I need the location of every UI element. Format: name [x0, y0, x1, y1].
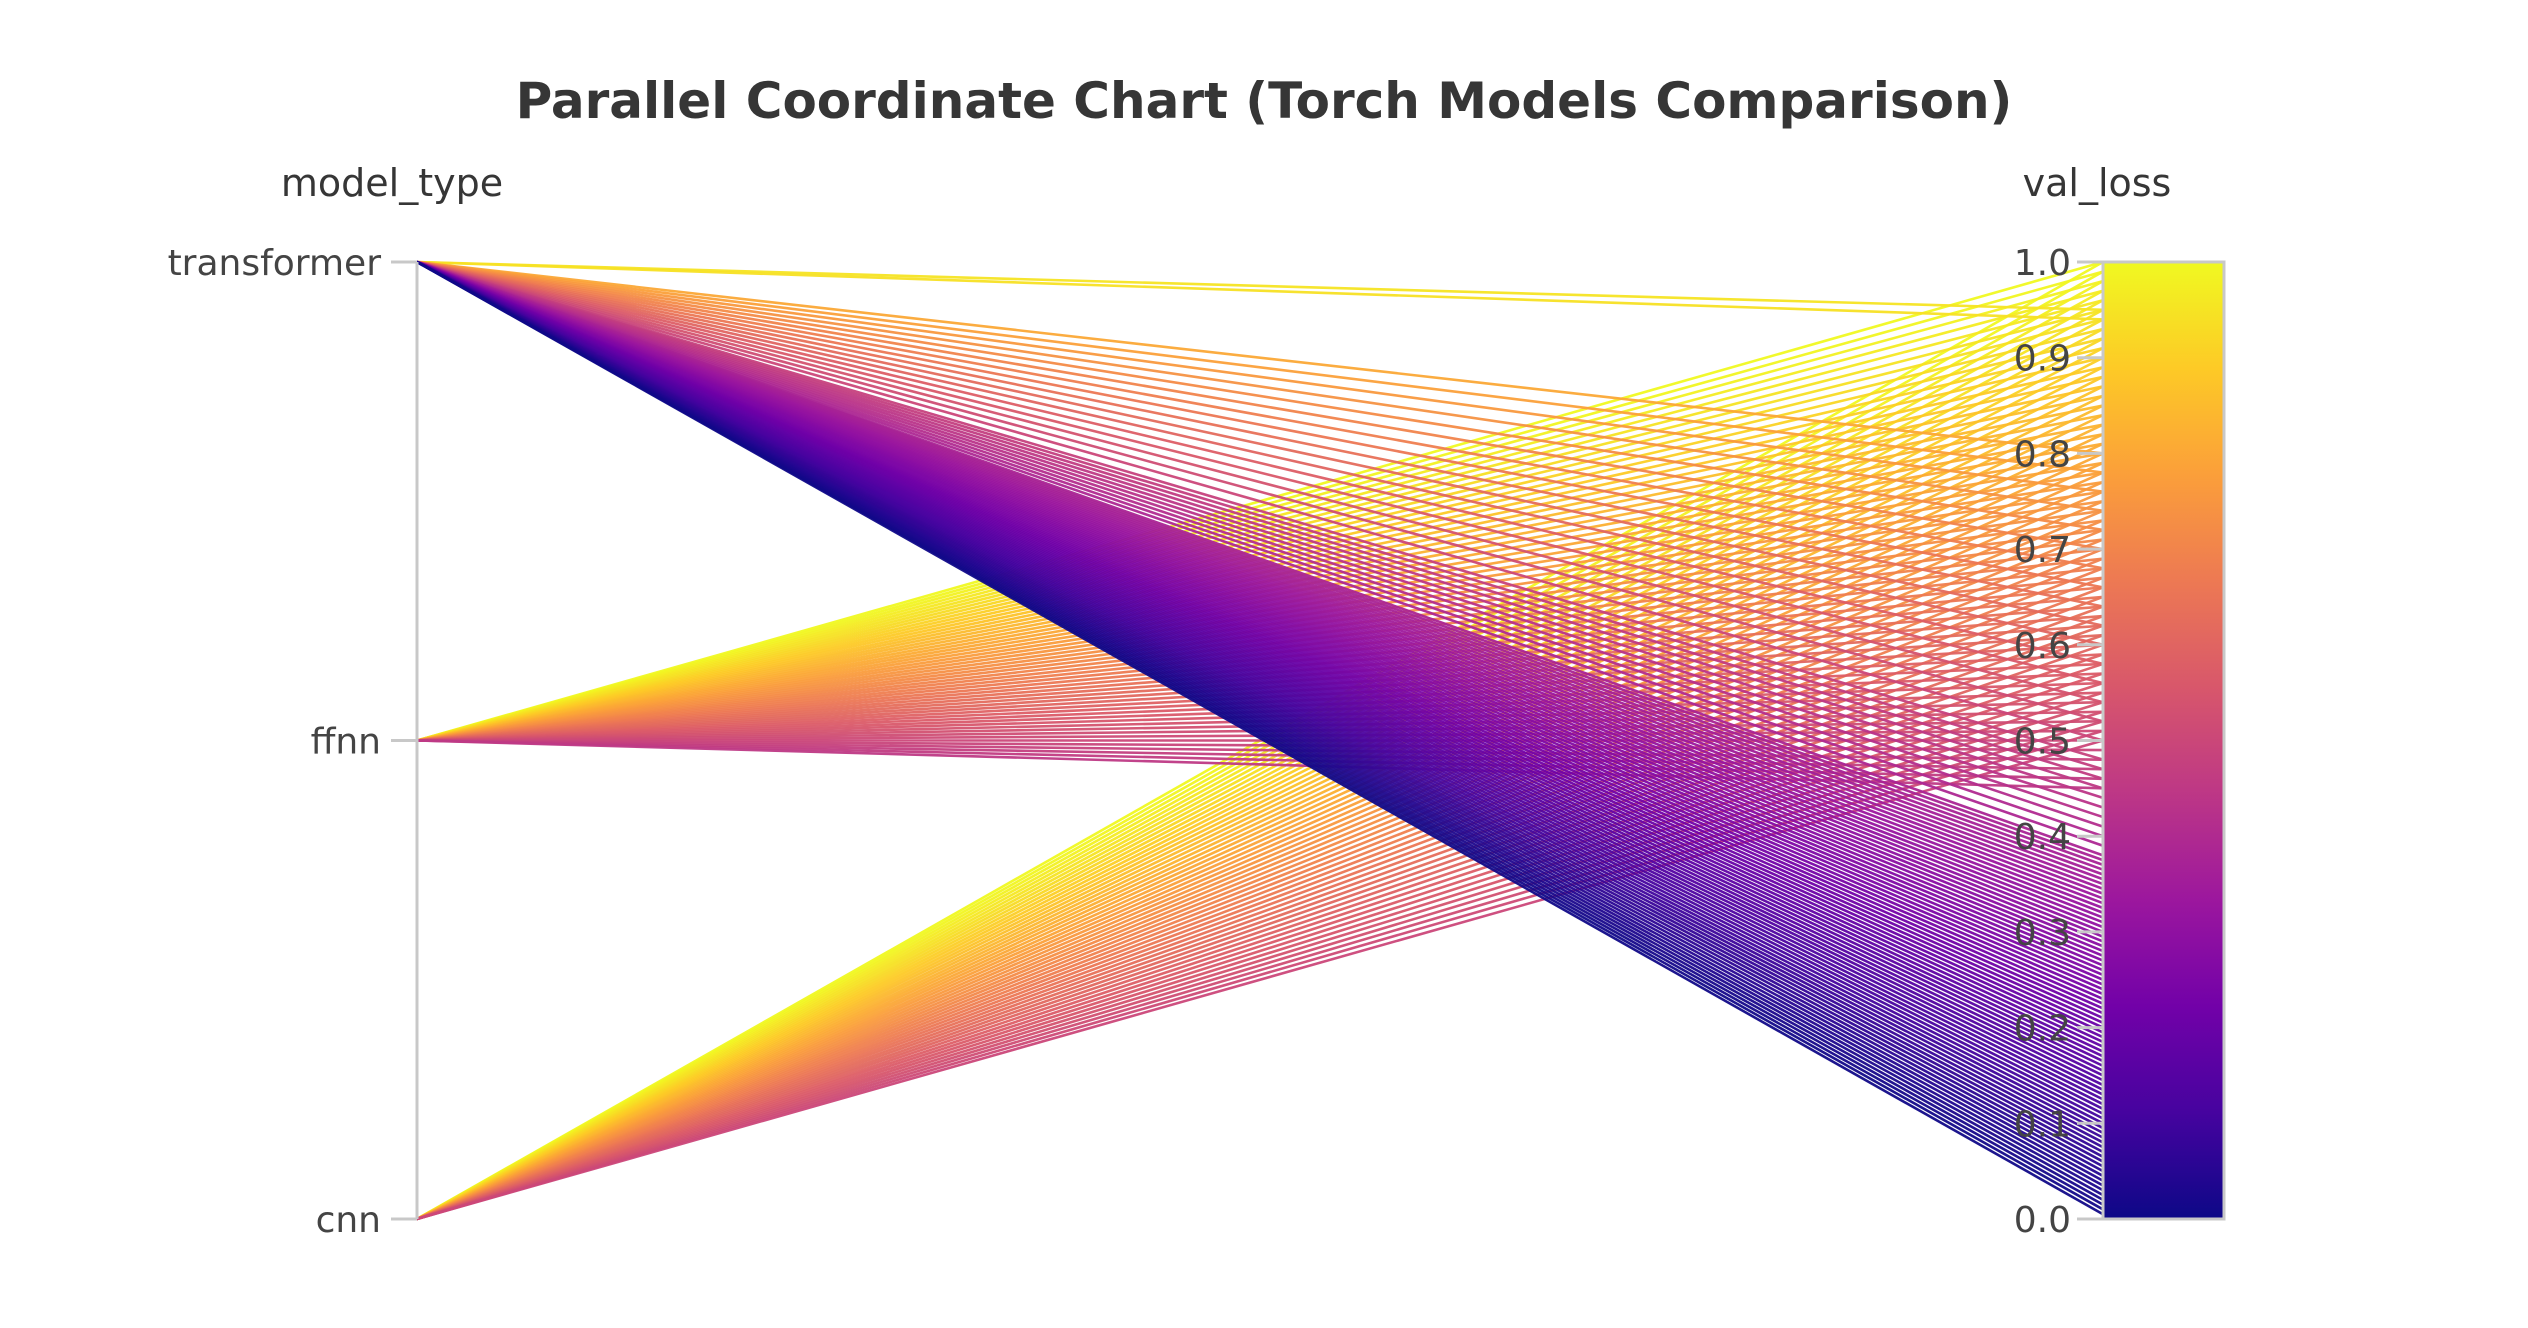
- data-line-transformer: [416, 260, 2104, 551]
- data-line-transformer: [416, 260, 2104, 819]
- val-loss-tick-label: 0.1: [2014, 1104, 2071, 1145]
- data-line-transformer: [416, 260, 2104, 761]
- data-line-transformer: [416, 260, 2104, 312]
- data-line-transformer: [416, 260, 2104, 723]
- data-line-transformer: [416, 260, 2104, 589]
- val-loss-tick-label: 0.0: [2014, 1200, 2071, 1241]
- val-loss-tick-label: 1.0: [2014, 243, 2071, 284]
- data-line-ffnn: [416, 270, 2104, 742]
- data-line-transformer: [416, 260, 2104, 513]
- data-line-transformer: [416, 260, 2104, 800]
- data-line-transformer: [416, 260, 2104, 704]
- val-loss-ticks: 1.0 0.9 0.8 0.7 0.6 0.5 0.4 0.3 0.2 0.1 0.0: [2014, 243, 2103, 1241]
- val-loss-tick-label: 0.7: [2014, 530, 2071, 571]
- data-line-transformer: [416, 260, 2104, 532]
- data-line-transformer: [416, 260, 2104, 790]
- data-line-transformer: [416, 260, 2104, 455]
- val-loss-axis[interactable]: val_loss 1.0 0.9 0.8 0.7 0.6 0.5 0.4 0.3 0.2 0.1 0…: [2014, 161, 2226, 1241]
- data-line-transformer: [416, 260, 2104, 321]
- data-line-transformer: [416, 260, 2104, 570]
- chart-title: Parallel Coordinate Chart (Torch Models …: [516, 72, 2013, 130]
- data-line-transformer: [416, 260, 2104, 666]
- polyline-layer: [416, 260, 2104, 1221]
- data-line-transformer: [416, 260, 2104, 493]
- val-loss-colorbar[interactable]: [2101, 260, 2226, 1221]
- val-loss-tick-label: 0.4: [2014, 817, 2071, 858]
- val-loss-tick-label: 0.5: [2014, 722, 2071, 763]
- data-line-transformer: [416, 260, 2104, 771]
- data-line-transformer: [416, 260, 2104, 608]
- val-loss-axis-title: val_loss: [2023, 161, 2172, 205]
- model-type-ticks: transformer ffnn cnn: [168, 243, 417, 1241]
- val-loss-tick-label: 0.9: [2014, 339, 2071, 380]
- val-loss-tick-label: 0.2: [2014, 1009, 2071, 1050]
- data-line-transformer: [416, 260, 2104, 1216]
- data-line-transformer: [416, 260, 2104, 627]
- val-loss-tick-label: 0.6: [2014, 626, 2071, 667]
- data-line-transformer: [416, 260, 2104, 838]
- model-type-tick-ffnn: ffnn: [311, 722, 381, 763]
- data-line-transformer: [416, 260, 2104, 742]
- model-type-tick-cnn: cnn: [316, 1200, 381, 1241]
- data-line-transformer: [416, 260, 2104, 474]
- data-line-transformer: [416, 260, 2104, 809]
- val-loss-tick-label: 0.8: [2014, 434, 2071, 475]
- model-type-axis[interactable]: model_type transformer ffnn cnn: [168, 161, 504, 1241]
- data-line-transformer: [416, 260, 2104, 828]
- model-type-tick-transformer: transformer: [168, 243, 382, 284]
- data-line-transformer: [416, 260, 2104, 847]
- data-line-transformer: [416, 260, 2104, 647]
- val-loss-tick-label: 0.3: [2014, 913, 2071, 954]
- data-line-transformer: [416, 260, 2104, 781]
- data-line-transformer: [416, 260, 2104, 685]
- model-type-axis-title: model_type: [281, 161, 503, 205]
